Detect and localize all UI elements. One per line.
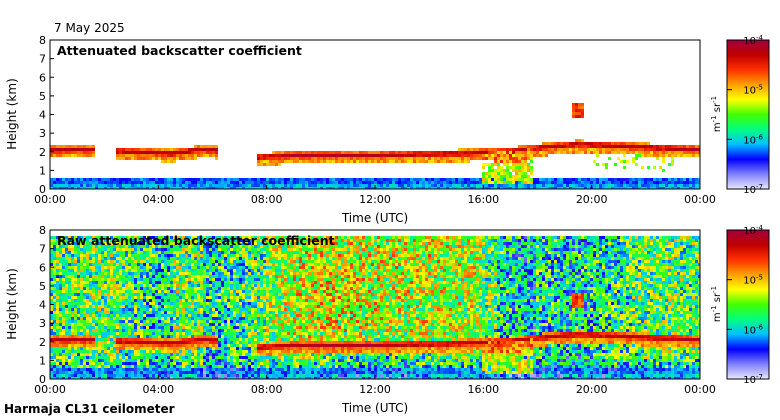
y-tick-label: 5 [39,280,46,293]
y-tick-label: 3 [39,317,46,330]
x-tick-label: 12:00 [359,193,391,206]
x-tick-label: 08:00 [251,193,283,206]
backscatter-field-1 [50,103,700,189]
x-tick-label: 00:00 [34,193,66,206]
y-axis-label-2: Height (km) [5,268,19,339]
x-tick-label: 12:00 [359,383,391,396]
plot-area-1 [50,40,700,189]
y-ticks-1: 0 1 2 3 4 5 6 7 8 [39,34,54,196]
x-tick-label: 00:00 [34,383,66,396]
x-axis-label-2: Time (UTC) [341,401,408,415]
x-tick-label: 16:00 [467,193,499,206]
y-tick-label: 4 [39,299,46,312]
x-tick-label: 00:00 [684,193,716,206]
y-tick-label: 8 [39,34,46,47]
y-tick-label: 7 [39,53,46,66]
x-tick-label: 00:00 [684,383,716,396]
instrument-label: Harmaja CL31 ceilometer [4,402,175,416]
x-ticks-1: 00:00 04:00 08:00 12:00 16:00 20:00 00:00 [34,185,716,206]
colorbar-unit-2: m-1 sr-1 [710,286,723,322]
y-tick-label: 8 [39,224,46,237]
y-tick-label: 2 [39,146,46,159]
colorbar-unit-1: m-1 sr-1 [710,96,723,132]
y-axis-label-1: Height (km) [5,78,19,149]
y-tick-label: 1 [39,164,46,177]
x-tick-label: 08:00 [251,383,283,396]
x-tick-label: 16:00 [467,383,499,396]
y-tick-label: 2 [39,336,46,349]
x-ticks-2: 00:00 04:00 08:00 12:00 16:00 20:00 00:00 [34,375,716,396]
colorbar-tick-label: 10-7 [743,373,763,386]
y-tick-label: 6 [39,261,46,274]
x-tick-label: 04:00 [142,193,174,206]
colorbar-1: 10-410-510-610-7 m-1 sr-1 [710,34,770,196]
panel-attenuated: Attenuated backscatter coefficient 0 1 2 3 4… [5,34,770,225]
colorbar-2: 10-410-510-610-7 m-1 sr-1 [710,224,770,386]
colorbar-tick-label: 10-7 [743,183,763,196]
panel-raw: Raw attenuated backscatter coefficient 0… [5,224,770,415]
date-label: 7 May 2025 [54,21,125,35]
y-tick-label: 0 [39,183,46,196]
x-tick-label: 20:00 [576,193,608,206]
x-tick-label: 20:00 [576,383,608,396]
colorbar-scale-1 [726,39,770,190]
backscatter-field-2 [50,236,700,379]
y-tick-label: 1 [39,354,46,367]
x-axis-label-1: Time (UTC) [341,211,408,225]
y-tick-label: 0 [39,373,46,386]
panel-title-1: Attenuated backscatter coefficient [57,43,302,58]
y-ticks-2: 0 1 2 3 4 5 6 7 8 [39,224,54,386]
y-tick-label: 6 [39,71,46,84]
y-tick-label: 4 [39,109,46,122]
panel-title-2: Raw attenuated backscatter coefficient [57,233,335,248]
y-tick-label: 5 [39,90,46,103]
colorbar-scale-2 [726,229,770,380]
y-tick-label: 7 [39,243,46,256]
x-tick-label: 04:00 [142,383,174,396]
y-tick-label: 3 [39,127,46,140]
